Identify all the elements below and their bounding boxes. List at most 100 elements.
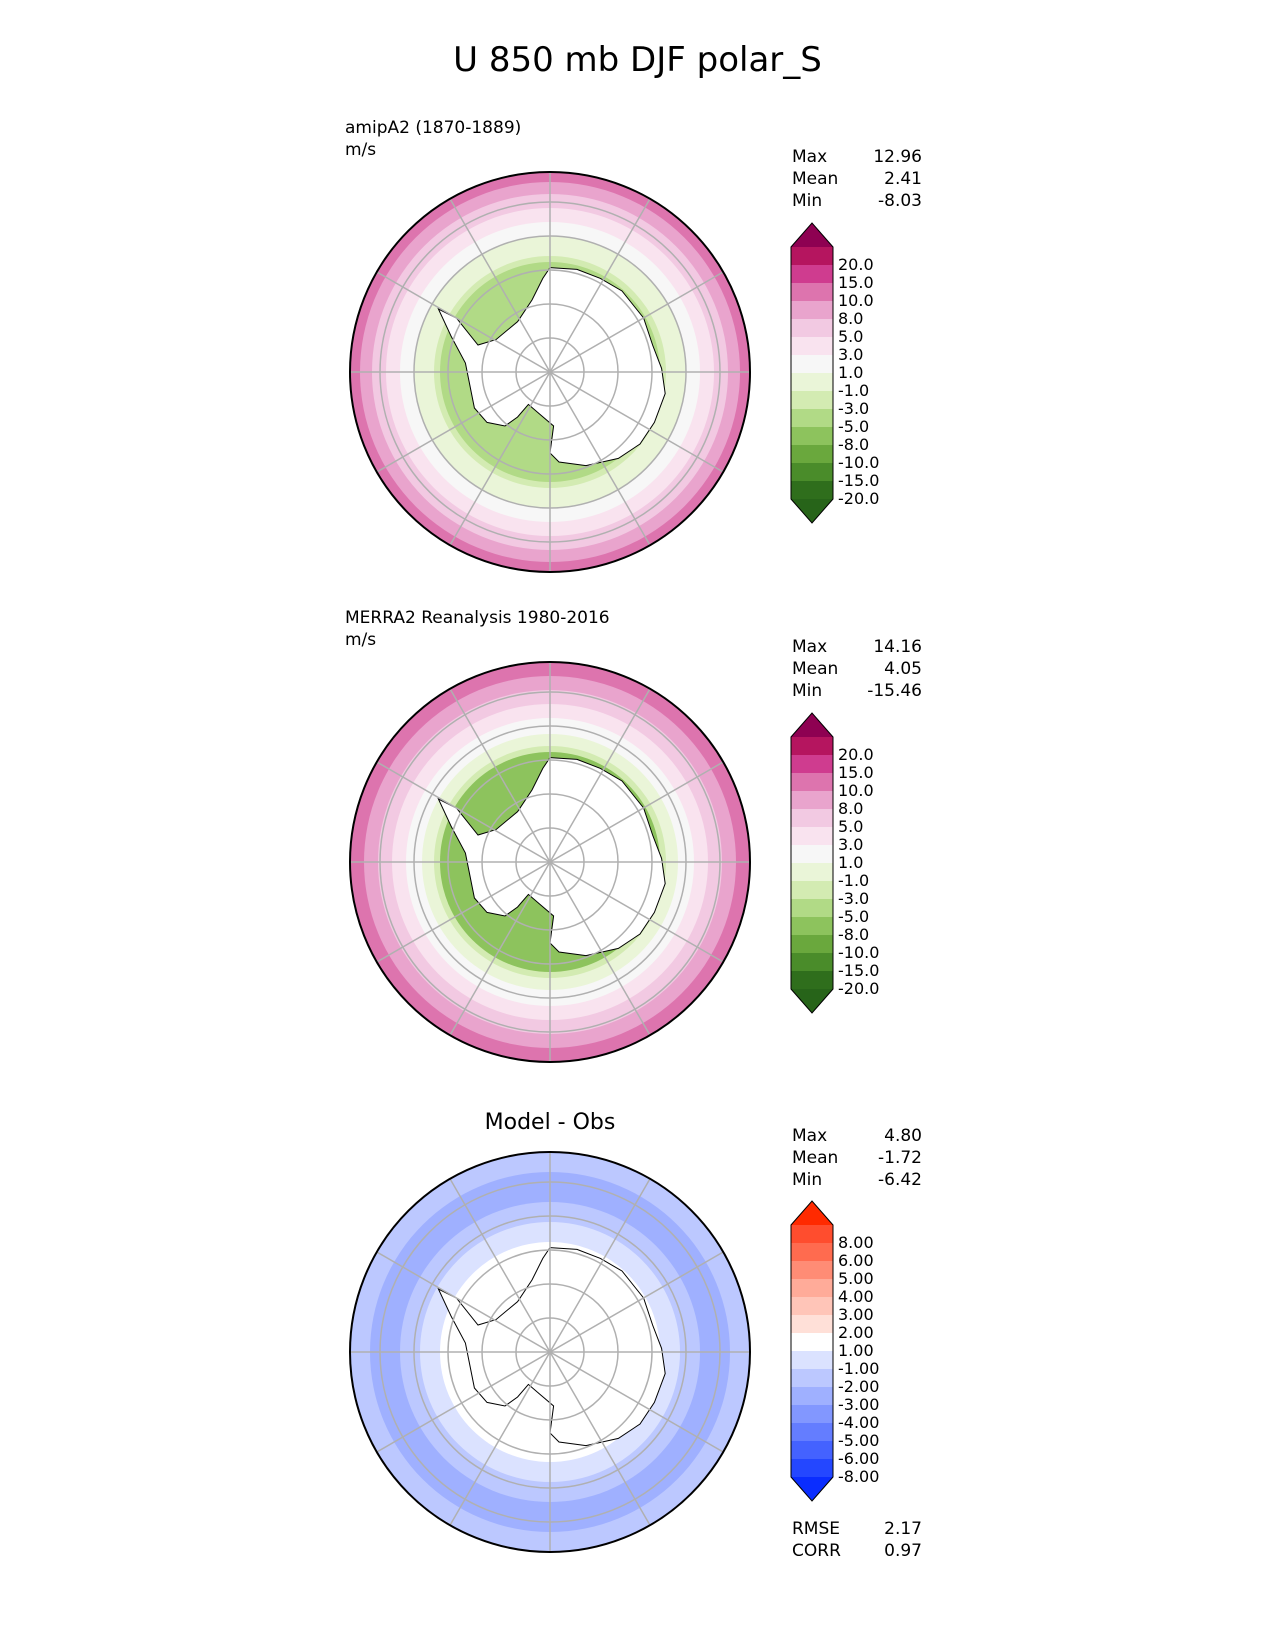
colorbar-outline [790,222,834,524]
colorbar-segment [791,935,833,954]
colorbar-segment [791,319,833,338]
colorbar-segment [791,881,833,900]
colorbar-segment [791,355,833,374]
colorbar-tick-label: -15.0 [838,961,880,980]
field-layer [350,172,750,572]
colorbar-tick-label: -1.0 [838,381,870,400]
mean-label: Mean [792,169,839,189]
colorbar-tick-label: 5.0 [838,327,864,346]
colorbar-tick-label: 15.0 [838,763,874,782]
colorbar-extend-bottom [791,1477,833,1501]
map-boundary [349,1151,751,1553]
colorbar-segment [791,247,833,266]
panel2-label: MERRA2 Reanalysis 1980-2016 m/s [345,607,610,651]
colorbar-tick-label: -8.0 [838,435,870,454]
longitude-line [449,688,651,1036]
colorbar-segment [791,463,833,482]
colorbar-tick-label: 3.0 [838,345,864,364]
panel2-colorbar: 20.0 15.0 10.0 8.0 5.0 3.0 1.0 -1.0 -3.0 -5.0 -8.0… [790,712,960,1014]
map-boundary [349,661,751,1063]
min-value: -8.03 [878,191,922,211]
colorbar-segment [791,1459,833,1478]
colorbar-segment [791,1243,833,1262]
colorbar-segment [791,301,833,320]
colorbar-segment [791,391,833,410]
map-boundary [349,171,751,573]
colorbar-tick-label: 1.0 [838,853,864,872]
mean-label: Mean [792,1148,839,1168]
colorbar-segment [791,265,833,284]
field-layer [350,1152,750,1552]
colorbar-segment [791,1315,833,1334]
corr-value: 0.97 [884,1541,922,1561]
colorbar-tick-label: 6.00 [838,1251,874,1270]
colorbar-tick-label: -3.00 [838,1395,880,1414]
colorbar-tick-label: -1.00 [838,1359,880,1378]
colorbar-segment [791,373,833,392]
colorbar-tick-label: -5.00 [838,1431,880,1450]
colorbar-tick-label: -3.0 [838,399,870,418]
colorbar-tick-label: -3.0 [838,889,870,908]
colorbar-extend-top [791,223,833,247]
panel1-colorbar: 20.0 15.0 10.0 8.0 5.0 3.0 1.0 -1.0 -3.0 -5.0 -8.0… [790,222,960,524]
antarctica-coastline [437,1247,666,1447]
colorbar-tick-label: -6.00 [838,1449,880,1468]
colorbar-tick-label: 20.0 [838,745,874,764]
panel3-polar-map [349,1151,751,1553]
min-value: -15.46 [867,681,922,701]
colorbar-segment [791,863,833,882]
colorbar-outline [790,1200,834,1502]
colorbar-segment [791,1351,833,1370]
longitude-line [449,1178,651,1526]
max-label: Max [792,147,828,167]
colorbar-tick-label: -1.0 [838,871,870,890]
colorbar-segment [791,809,833,828]
colorbar-segment [791,409,833,428]
colorbar-extend-top [791,1201,833,1225]
colorbar-outline [790,712,834,1014]
colorbar-tick-label: 3.00 [838,1305,874,1324]
panel3-colorbar: 8.00 6.00 5.00 4.00 3.00 2.00 1.00 -1.00 -2.00 -3… [790,1200,960,1502]
colorbar-tick-label: 20.0 [838,255,874,274]
colorbar-tick-label: 10.0 [838,291,874,310]
max-value: 12.96 [873,147,922,167]
colorbar-tick-label: 15.0 [838,273,874,292]
max-value: 14.16 [873,637,922,657]
colorbar-tick-label: 10.0 [838,781,874,800]
colorbar-tick-label: -20.0 [838,489,880,508]
colorbar-segment [791,755,833,774]
colorbar-tick-label: 3.0 [838,835,864,854]
colorbar-tick-label: -10.0 [838,453,880,472]
min-label: Min [792,191,823,211]
antarctica-coastline [437,267,666,467]
panel1-stats: Max 12.96 Mean 2.41 Min -8.03 [792,146,922,212]
field-layer [350,662,750,1062]
colorbar-tick-label: -2.00 [838,1377,880,1396]
mean-value: 4.05 [884,659,922,679]
colorbar-tick-label: 5.00 [838,1269,874,1288]
colorbar-graphic [790,222,834,524]
colorbar-segment [791,1423,833,1442]
colorbar-segment [791,1297,833,1316]
colorbar-tick-label: -10.0 [838,943,880,962]
colorbar-segment [791,1279,833,1298]
colorbar-segment [791,1369,833,1388]
colorbar-segment [791,791,833,810]
rmse-value: 2.17 [884,1519,922,1539]
colorbar-extend-top [791,713,833,737]
colorbar-graphic [790,1200,834,1502]
panel2-polar-map [349,661,751,1063]
min-label: Min [792,1170,823,1190]
colorbar-segment [791,1387,833,1406]
min-value: -6.42 [878,1170,922,1190]
colorbar-segment [791,827,833,846]
colorbar-segment [791,427,833,446]
colorbar-segment [791,971,833,990]
max-value: 4.80 [884,1126,922,1146]
colorbar-segment [791,283,833,302]
corr-label: CORR [792,1541,841,1561]
colorbar-segment [791,337,833,356]
colorbar-segment [791,1333,833,1352]
colorbar-tick-label: 8.0 [838,799,864,818]
colorbar-segment [791,953,833,972]
